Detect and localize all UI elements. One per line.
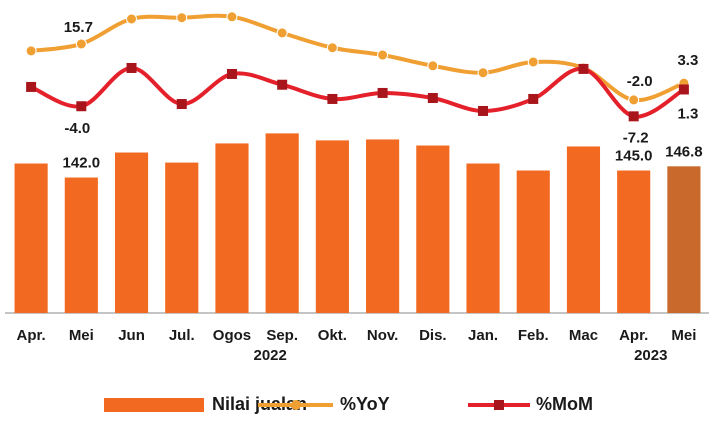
marker xyxy=(76,101,87,112)
marker xyxy=(478,105,489,116)
bar xyxy=(516,170,550,313)
x-tick-label: Jul. xyxy=(169,327,195,344)
x-tick-label: Jun xyxy=(118,327,145,344)
line xyxy=(30,65,685,119)
bar xyxy=(566,146,601,313)
x-tick-label: Mei xyxy=(671,327,696,344)
data-label: 15.7 xyxy=(64,19,93,36)
data-label: -7.2 xyxy=(623,129,649,146)
legend-label: %MoM xyxy=(536,394,593,414)
bar xyxy=(64,177,98,313)
x-tick-label: Apr. xyxy=(17,327,46,344)
data-label: -2.0 xyxy=(627,73,653,90)
marker xyxy=(25,45,37,57)
year-label: 2023 xyxy=(634,347,667,364)
data-label: 145.0 xyxy=(615,147,653,164)
x-tick-label: Dis. xyxy=(419,327,447,344)
legend-swatch xyxy=(104,398,204,412)
bar xyxy=(114,152,149,313)
data-label: 146.8 xyxy=(665,143,703,160)
x-tick-label: Ogos xyxy=(213,327,251,344)
bar xyxy=(416,145,450,313)
marker xyxy=(176,99,187,110)
marker xyxy=(578,63,589,74)
data-label: 1.3 xyxy=(677,105,698,122)
legend-label: %YoY xyxy=(340,394,390,414)
legend-swatch xyxy=(494,400,504,410)
marker xyxy=(377,87,388,98)
x-tick-label: Jan. xyxy=(468,327,498,344)
bar xyxy=(14,163,48,313)
marker xyxy=(226,68,237,79)
marker xyxy=(326,42,338,54)
bar xyxy=(165,162,199,313)
data-label: -4.0 xyxy=(64,120,90,137)
x-tick-label: Nov. xyxy=(367,327,398,344)
bar xyxy=(366,139,400,313)
marker xyxy=(527,56,539,68)
bar xyxy=(265,133,299,313)
marker xyxy=(276,27,288,39)
marker xyxy=(277,79,288,90)
marker xyxy=(427,93,438,104)
x-tick-label: Feb. xyxy=(518,327,549,344)
bar xyxy=(667,166,701,313)
bar xyxy=(315,140,349,313)
x-tick-label: Okt. xyxy=(318,327,347,344)
marker xyxy=(628,94,640,106)
line xyxy=(30,13,685,103)
marker xyxy=(477,67,489,79)
marker xyxy=(75,38,87,50)
marker xyxy=(528,93,539,104)
marker xyxy=(427,60,439,72)
bar xyxy=(466,163,500,313)
marker xyxy=(176,12,188,24)
x-tick-label: Mac xyxy=(569,327,598,344)
marker xyxy=(327,93,338,104)
x-tick-label: Mei xyxy=(69,327,94,344)
marker xyxy=(126,62,137,73)
marker xyxy=(678,84,689,95)
bar xyxy=(617,170,651,313)
data-label: 3.3 xyxy=(677,52,698,69)
marker xyxy=(628,111,639,122)
marker xyxy=(226,11,238,23)
legend-swatch xyxy=(291,400,301,410)
x-tick-label: Apr. xyxy=(619,327,648,344)
marker xyxy=(126,13,138,25)
bar xyxy=(215,143,249,313)
year-label: 2022 xyxy=(253,347,286,364)
marker xyxy=(26,81,37,92)
marker xyxy=(377,49,389,61)
x-tick-label: Sep. xyxy=(266,327,298,344)
data-label: 142.0 xyxy=(63,154,101,171)
